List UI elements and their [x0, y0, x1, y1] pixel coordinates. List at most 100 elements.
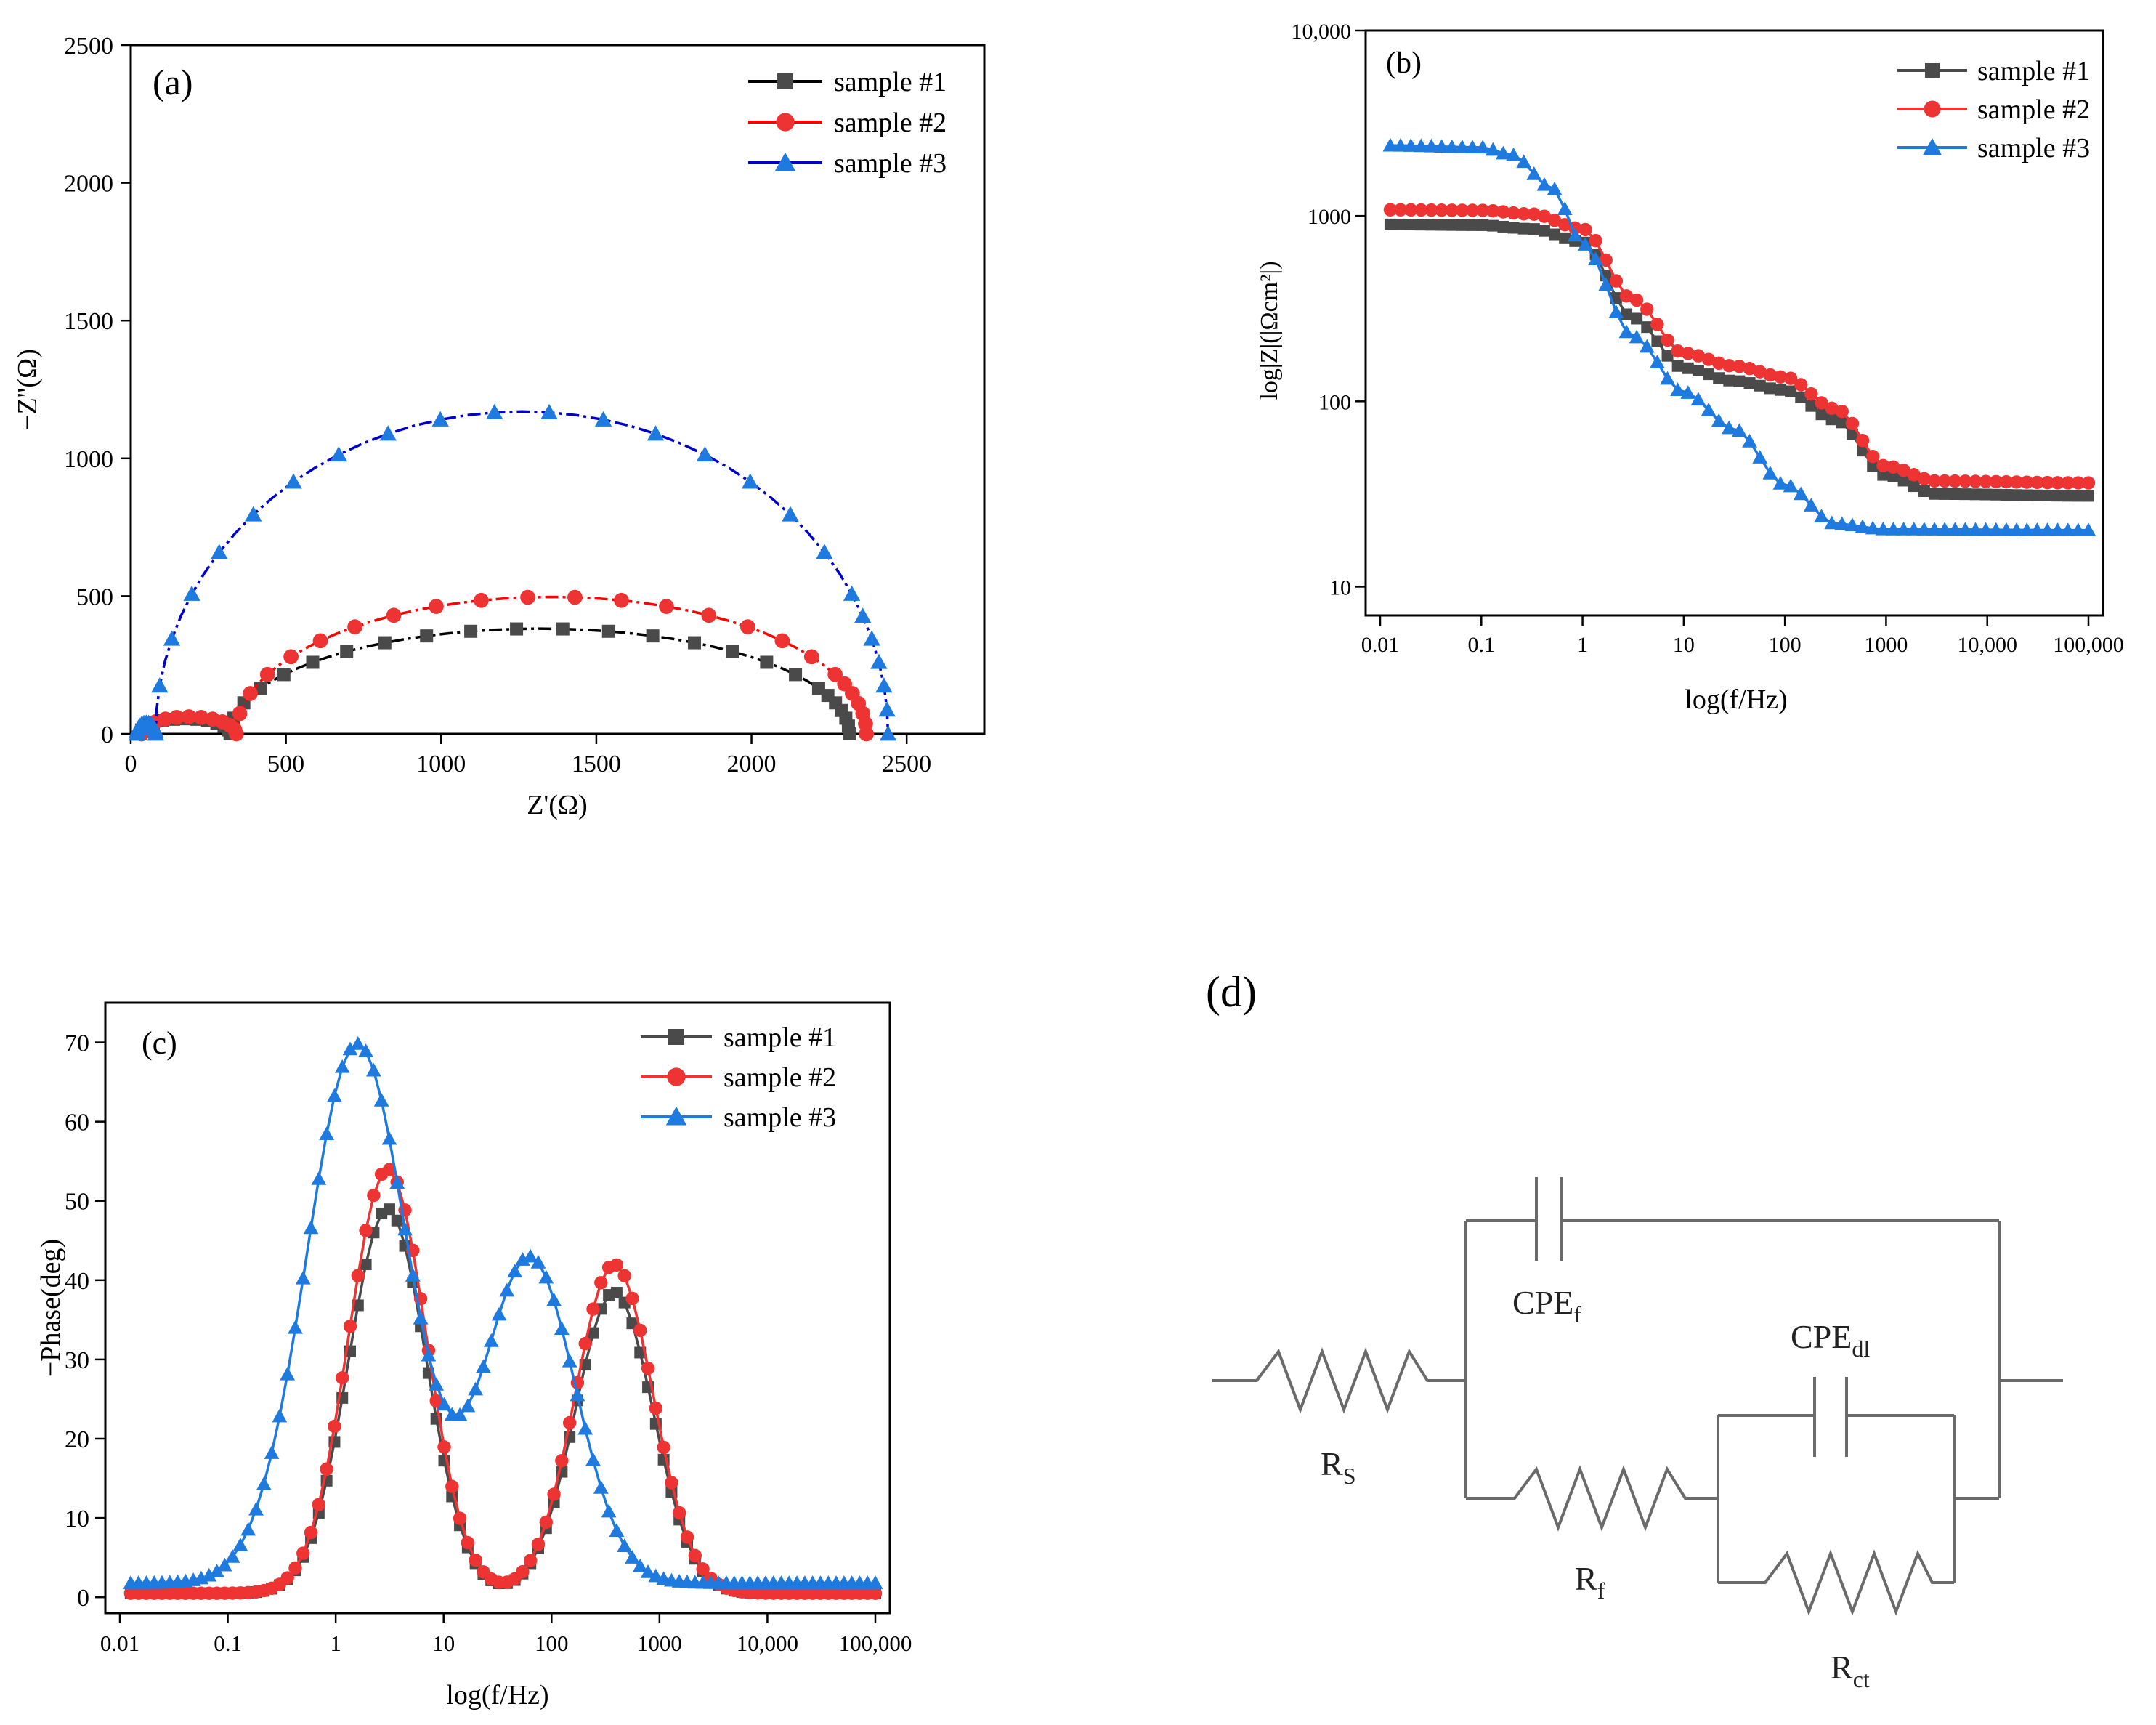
panel-c-data-point [351, 1269, 365, 1282]
panel-b-data-point [1989, 474, 2003, 489]
panel-b-data-point [1414, 203, 1428, 217]
panel-a-data-point [183, 585, 200, 601]
panel-b-data-point [1998, 522, 2014, 536]
panel-a-series-line-1 [139, 627, 851, 735]
panel-a-data-point [330, 446, 347, 462]
panel-b-data-point [1517, 207, 1531, 221]
panel-c-data-point [413, 1310, 429, 1325]
panel-a-x-tick-label: 2500 [882, 751, 931, 777]
panel-b-data-point [1507, 222, 1520, 234]
panel-b-data-point [2040, 522, 2055, 536]
panel-c-data-point [367, 1188, 381, 1203]
panel-a-data-point [760, 655, 774, 669]
panel-d-label: (d) [1206, 968, 1257, 1016]
panel-b-data-point [1979, 474, 1993, 488]
panel-b-data-point [1990, 488, 2002, 501]
panel-b-data-point [1713, 372, 1725, 384]
panel-c-data-point [665, 1476, 678, 1490]
panel-d-equivalent-circuit: (d) RS CPEf CPEdl Rf Rct [1206, 968, 2063, 1692]
label-rs: RS [1321, 1445, 1355, 1489]
panel-c-x-tick-label: 1000 [637, 1631, 682, 1656]
panel-b-data-point [1629, 293, 1644, 307]
panel-a-data-point [147, 725, 164, 741]
panel-b-data-point [1454, 140, 1470, 153]
panel-a-data-point [510, 622, 524, 636]
panel-b-data-point [1559, 232, 1571, 244]
panel-a-data-point [659, 599, 674, 614]
panel-c-data-point [342, 1041, 358, 1056]
panel-a-y-tick-label: 2000 [64, 171, 113, 198]
panel-a-data-point [340, 645, 354, 658]
panel-a-data-point [878, 701, 896, 717]
panel-a-data-point [474, 592, 489, 608]
panel-b-data-point [1978, 522, 1994, 536]
panel-c-y-tick-label: 0 [77, 1585, 89, 1612]
panel-b-legend-label: sample #3 [1977, 133, 2090, 163]
panel-c-data-point [405, 1268, 421, 1282]
panel-b-data-point [1435, 203, 1448, 217]
panel-c-legend-label: sample #3 [724, 1102, 836, 1133]
panel-c-data-point [609, 1258, 624, 1272]
panel-c-data-point [201, 1567, 217, 1582]
panel-c-data-point [531, 1538, 546, 1551]
panel-c-data-point [554, 1321, 570, 1335]
panel-b-data-point [2081, 476, 2096, 490]
panel-a-data-point [485, 403, 503, 419]
panel-c-data-point [625, 1291, 639, 1306]
panel-b-data-point [1937, 522, 1953, 536]
panel-b-data-point [1865, 450, 1880, 464]
panel-a-x-tick-label: 1000 [416, 751, 466, 777]
panel-c-data-point [617, 1538, 633, 1553]
panel-b-data-point [1867, 460, 1879, 472]
panel-a-ticks: 0 500 1000 1500 2000 2500 0 500 1000 1500 2000 2500 [64, 33, 931, 777]
panel-c-x-tick-label: 1 [330, 1631, 341, 1656]
panel-b-data-point [1916, 522, 1932, 536]
panel-c-series-line-2 [130, 1168, 875, 1595]
label-cpe-f: CPEf [1512, 1284, 1581, 1328]
panel-b-x-tick-label: 1000 [1864, 633, 1908, 657]
panel-c-data-point [437, 1440, 451, 1454]
panel-b-data-point [1959, 488, 1971, 501]
panel-c-data-point [373, 1093, 389, 1107]
panel-c-data-point [383, 1203, 395, 1216]
panel-b-data-point [1753, 365, 1767, 379]
panel-b-data-point [1711, 413, 1727, 427]
panel-c-x-tick-label: 100,000 [839, 1631, 912, 1656]
panel-b-data-point [1773, 370, 1788, 384]
panel-b-data-point [1660, 371, 1675, 385]
panel-c-data-point [469, 1553, 482, 1567]
panel-c-y-tick-label: 60 [65, 1110, 89, 1136]
panel-c-data-point [264, 1445, 280, 1459]
panel-a-data-point [614, 592, 629, 608]
panel-a-y-tick-label: 0 [101, 722, 113, 748]
panel-b-data-point [1681, 347, 1695, 360]
panel-c-data-point [673, 1506, 686, 1520]
panel-b-data-point [1783, 478, 1799, 493]
panel-b-data-point [1763, 368, 1778, 382]
label-rct-sub: ct [1853, 1666, 1870, 1692]
panel-b-data-point [2051, 476, 2064, 490]
panel-a-axes-frame [129, 44, 986, 735]
panel-b-data-point [1620, 308, 1632, 320]
panel-b-data-point [1444, 139, 1460, 153]
panel-b-data-point [2080, 522, 2096, 536]
label-rct-main: R [1831, 1649, 1853, 1686]
panel-b-data-point [1425, 219, 1438, 231]
panel-a-data-point [151, 677, 169, 693]
panel-b-data-point [1762, 466, 1778, 480]
panel-b-data-point [1671, 344, 1685, 358]
panel-b-data-point [1485, 142, 1501, 156]
panel-b-data-point [1536, 177, 1552, 191]
panel-a-data-point [378, 636, 392, 650]
panel-b-legend-marker [1924, 100, 1941, 118]
panel-b-data-point [1670, 382, 1686, 396]
panel-b-data-point [2071, 476, 2086, 490]
panel-b-data-point [1875, 521, 1891, 536]
panel-c-legend-label: sample #2 [724, 1062, 836, 1093]
panel-c-data-point [547, 1487, 561, 1501]
panel-c-data-point [468, 1381, 484, 1396]
panel-b-data-point [1547, 213, 1562, 227]
panel-b-data-point [1578, 222, 1592, 237]
panel-b-data-point [1405, 219, 1417, 231]
